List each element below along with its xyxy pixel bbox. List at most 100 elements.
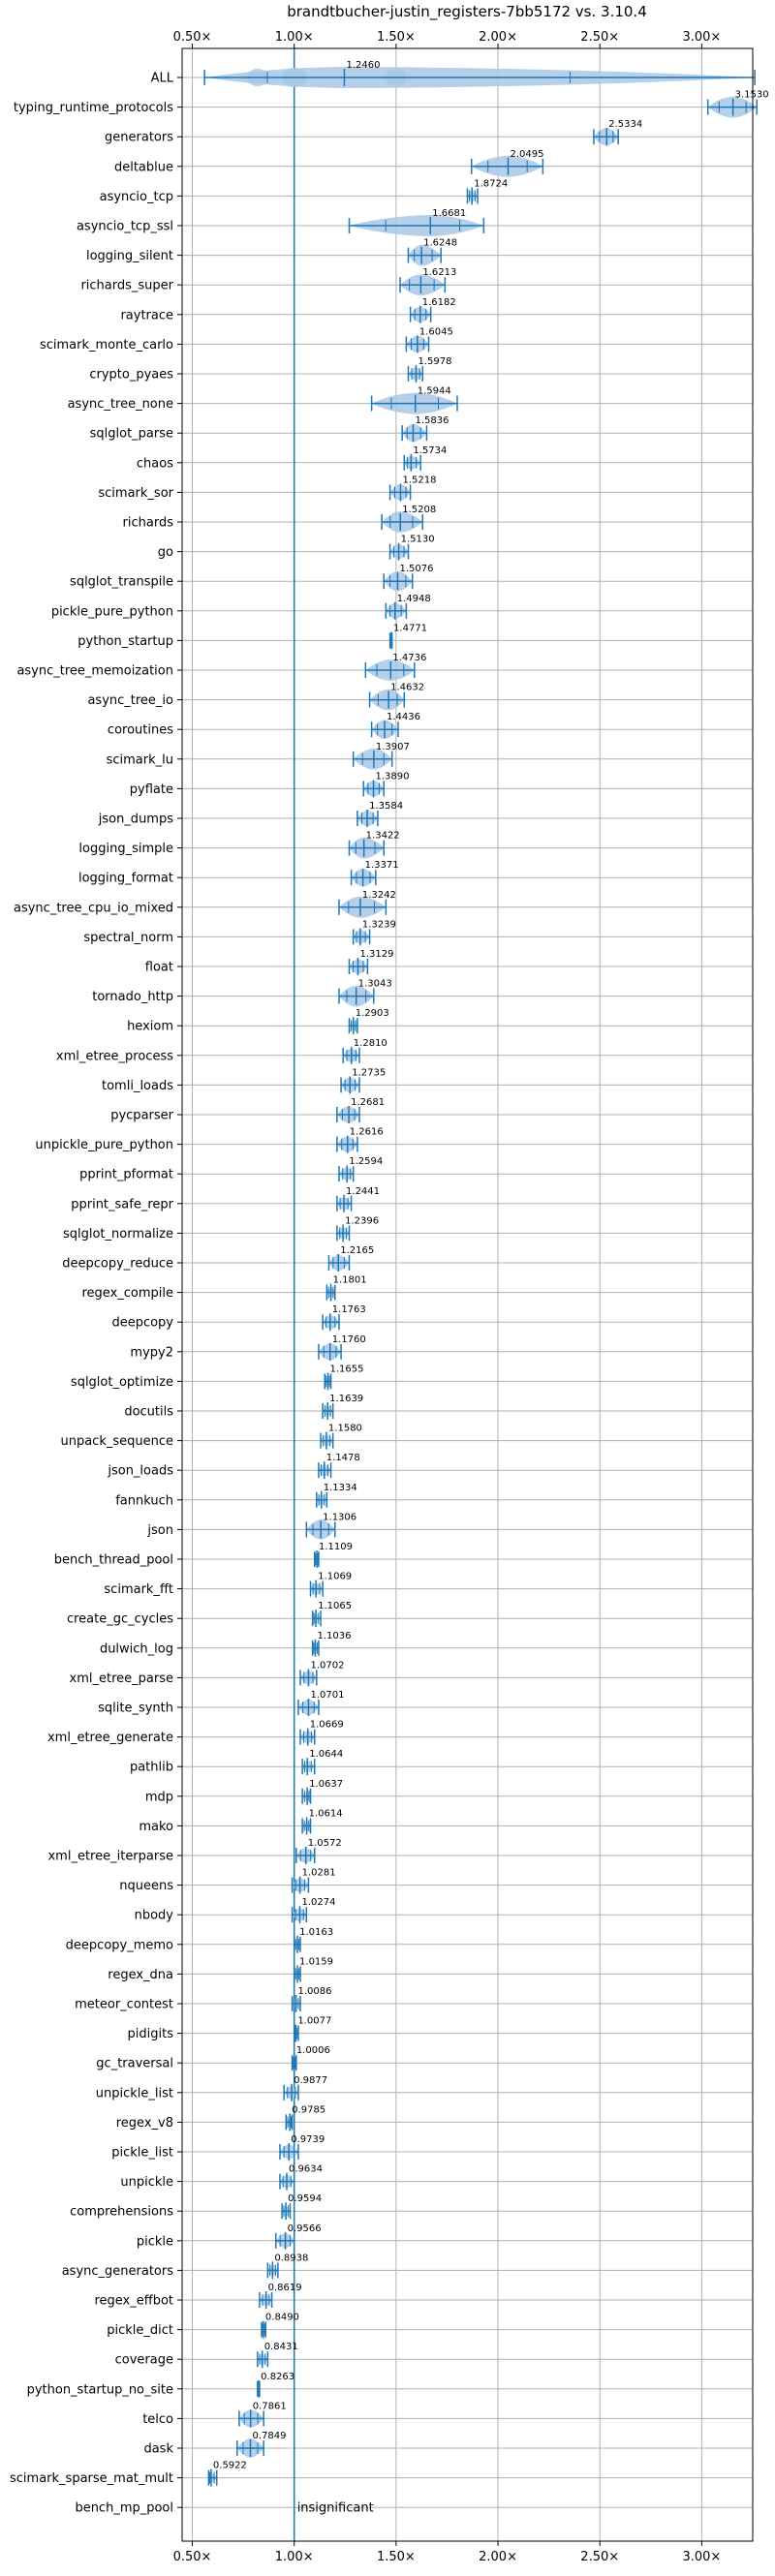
value-label: 1.8724: [474, 178, 508, 189]
value-label: 1.2810: [354, 1038, 388, 1049]
category-label: tornado_http: [92, 990, 173, 1004]
value-label: 1.1109: [319, 1542, 353, 1552]
value-label: 1.2594: [349, 1156, 383, 1167]
category-label: pickle_list: [111, 2146, 173, 2161]
value-label: 1.0644: [309, 1749, 343, 1760]
category-label: xml_etree_process: [56, 1049, 173, 1063]
grid-layer: [182, 48, 753, 2541]
x-tick-label-top: 0.50×: [173, 30, 212, 45]
value-label: 1.5130: [401, 535, 435, 545]
category-label: scimark_lu: [107, 752, 173, 767]
category-label: scimark_monte_carlo: [40, 338, 173, 353]
x-tick-label-bottom: 1.50×: [377, 2550, 416, 2564]
value-label: 1.0159: [299, 1956, 333, 1967]
category-label: richards: [123, 516, 174, 531]
value-label: 1.0614: [309, 1808, 343, 1819]
category-label: spectral_norm: [83, 931, 173, 945]
value-label: 1.0086: [298, 1986, 332, 1997]
value-label: insignificant: [297, 2501, 374, 2516]
value-label: 1.5208: [402, 505, 436, 515]
category-label: python_startup_no_site: [27, 2382, 173, 2397]
category-label: go: [158, 545, 173, 560]
value-label: 0.8263: [261, 2372, 294, 2382]
category-label: json_loads: [107, 1464, 173, 1479]
category-label: meteor_contest: [75, 1998, 173, 2012]
value-label: 1.0701: [310, 1690, 344, 1701]
value-label: 1.6681: [432, 208, 466, 219]
value-label: 0.9634: [289, 2164, 323, 2175]
category-label: nqueens: [119, 1879, 173, 1893]
category-label: comprehensions: [70, 2205, 173, 2220]
category-label: fannkuch: [115, 1493, 173, 1508]
value-label: 1.4736: [392, 653, 426, 663]
category-label: telco: [142, 2412, 173, 2427]
category-label: deepcopy: [111, 1316, 173, 1331]
category-label: xml_etree_parse: [70, 1671, 173, 1686]
category-label: bench_thread_pool: [54, 1553, 173, 1568]
value-label: 0.7849: [252, 2431, 286, 2441]
value-label: 1.3422: [366, 831, 400, 842]
category-label: coroutines: [108, 723, 173, 738]
category-label: richards_super: [80, 279, 173, 293]
category-label: crypto_pyaes: [89, 368, 173, 383]
category-label: asyncio_tcp: [100, 190, 173, 204]
value-label: 1.3043: [358, 979, 392, 990]
value-label: 1.1069: [318, 1572, 352, 1582]
value-label: 1.1760: [332, 1334, 366, 1345]
value-label: 0.9785: [292, 2104, 326, 2115]
category-label: async_tree_none: [68, 397, 173, 412]
category-label: sqlglot_parse: [90, 427, 173, 442]
category-label: logging_simple: [78, 842, 173, 856]
value-label: 1.1036: [317, 1631, 351, 1641]
chart-title: brandtbucher-justin_registers-7bb5172 vs…: [287, 3, 647, 21]
category-label: bench_mp_pool: [75, 2501, 173, 2516]
category-label: docutils: [124, 1405, 173, 1420]
value-label: 1.4771: [393, 623, 427, 633]
category-label: hexiom: [127, 1020, 173, 1034]
category-label: pprint_safe_repr: [71, 1197, 173, 1211]
category-label: regex_dna: [108, 1968, 173, 1982]
category-label: sqlglot_optimize: [71, 1375, 173, 1390]
category-label: unpickle: [120, 2175, 173, 2190]
category-label: async_tree_cpu_io_mixed: [14, 901, 173, 915]
value-label: 1.3890: [376, 771, 410, 782]
value-label: 1.4632: [390, 683, 424, 693]
value-label: 1.1065: [318, 1601, 352, 1611]
category-label: pprint_pformat: [79, 1168, 173, 1182]
value-label: 1.5076: [399, 564, 433, 574]
category-label: logging_format: [78, 872, 173, 886]
category-label: float: [145, 961, 173, 975]
value-label: 1.1763: [332, 1304, 366, 1315]
value-label: 1.1306: [323, 1512, 356, 1522]
category-label: regex_compile: [81, 1286, 173, 1301]
category-label: xml_etree_iterparse: [47, 1850, 173, 1864]
value-label: 1.4436: [387, 712, 420, 722]
category-label: logging_silent: [86, 249, 173, 263]
value-label: 0.8619: [268, 2283, 302, 2293]
category-label: pidigits: [128, 2027, 174, 2041]
value-label: 1.2735: [352, 1067, 386, 1078]
value-label: 1.4948: [397, 594, 431, 604]
category-label: unpack_sequence: [60, 1434, 173, 1449]
category-label: sqlite_synth: [98, 1702, 173, 1716]
category-label: scimark_sparse_mat_mult: [10, 2471, 173, 2486]
value-label: 0.5922: [213, 2461, 247, 2471]
x-tick-label-top: 3.00×: [682, 30, 721, 45]
category-label: asyncio_tcp_ssl: [77, 220, 173, 234]
value-label: 1.0572: [308, 1838, 342, 1849]
value-label: 1.2616: [350, 1127, 384, 1138]
x-tick-label-bottom: 0.50×: [173, 2550, 212, 2564]
category-label: deltablue: [114, 160, 173, 174]
value-label: 0.7861: [253, 2401, 287, 2411]
value-label: 1.6213: [422, 267, 456, 278]
category-label: create_gc_cycles: [67, 1612, 173, 1627]
category-label: dulwich_log: [100, 1641, 173, 1656]
category-label: mdp: [145, 1790, 173, 1804]
value-label: 1.0006: [296, 2045, 330, 2056]
category-label: scimark_fft: [104, 1582, 173, 1597]
value-label: 1.0163: [299, 1927, 333, 1938]
category-label: unpickle_pure_python: [35, 1138, 173, 1152]
value-label: 1.1639: [329, 1394, 363, 1404]
category-label: async_tree_io: [87, 693, 173, 708]
